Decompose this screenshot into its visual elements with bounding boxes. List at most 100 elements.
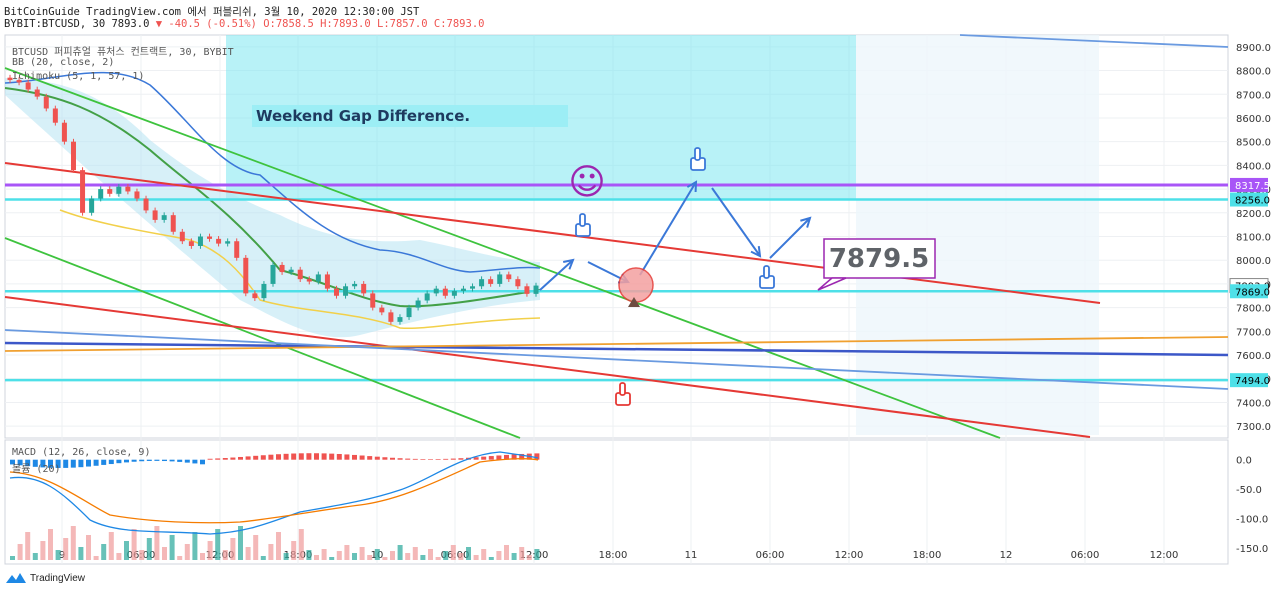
bb-lower-line [59,209,541,330]
price-badge-label: 8317.5 [1235,181,1270,192]
macd-histogram-bar [116,459,122,464]
macd-histogram-bar [298,453,304,460]
volume-bar [458,553,464,560]
price-tick-label: 8100.0 [1236,233,1271,244]
volume-bar [215,529,221,560]
price-tick-label: 8000.0 [1236,256,1271,267]
volume-bar [169,535,175,560]
candle-body [343,286,349,296]
candle-body [143,198,149,211]
volume-bar [336,551,342,560]
macd-histogram-bar [329,453,335,460]
target-value: 7879.5 [829,244,929,274]
time-tick-label: 12:00 [520,550,549,561]
arrow-head [750,245,762,258]
volume-bar [154,526,160,560]
macd-histogram-bar [367,456,373,460]
macd-histogram-bar [200,459,205,465]
macd-histogram-bar [397,458,403,460]
legend-ichimoku: Ichimoku (5, 1, 57, 1) [12,71,145,82]
macd-histogram-bar [283,453,289,460]
volume-bar [177,556,183,560]
price-tick-label: 7400.0 [1236,398,1271,409]
volume-bar [496,551,502,560]
time-tick-label: 18:00 [913,550,942,561]
red-lower-trendline [4,296,1091,438]
volume-bar [374,549,380,560]
volume-bar [139,550,145,560]
volume-bar [25,532,31,560]
tradingview-logo[interactable]: TradingView [6,572,85,584]
volume-bar [162,547,167,560]
price-badge [1230,373,1268,388]
macd-histogram-bar [25,459,31,467]
macd-histogram-bar [260,455,266,460]
volume-bar [283,553,289,560]
candle-body [288,269,294,273]
green-upper-trendline [4,67,1001,439]
time-tick-label: 11 [685,550,698,561]
volume-bar [321,549,327,560]
volume-bar [48,529,53,560]
macd-histogram-bar [534,453,540,460]
macd-histogram-bar [428,459,433,460]
price-tick-label: 7700.0 [1236,327,1271,338]
macd-histogram-bar [139,459,145,462]
volume-bar [526,555,532,560]
candle-body [397,317,403,322]
candle-body [188,241,194,246]
hand-pointer-icon [759,265,775,289]
macd-histogram-bar [504,454,509,460]
macd-histogram-bar [390,457,395,460]
candle-body [333,288,339,296]
volume-bar [245,547,251,560]
candle-body [16,80,22,83]
price-badge [1230,177,1268,192]
candle-body [70,141,76,171]
candle-body [252,293,258,299]
hand-pointer-icon [690,147,706,171]
volume-bar [420,555,426,560]
time-tick-label: 12:00 [835,550,864,561]
trend-lines [4,34,1229,439]
candle-body [207,236,213,239]
price-tick-label: 8400.0 [1236,161,1271,172]
macd-histogram-bar [276,454,281,460]
macd-histogram-bar [86,459,91,467]
volume-bar [329,557,335,560]
macd-histogram-bar [450,458,456,460]
arrow-head [563,258,575,270]
macd-histogram-bar [435,459,441,460]
volume-bar [466,547,471,560]
candle-body [234,241,240,258]
macd-histogram-bar [352,454,357,460]
macd-histogram-bar [412,458,418,460]
candle-body [270,264,276,284]
candle-body [107,189,113,194]
candle-body [470,286,476,289]
price-tick-label: 8900.0 [1236,43,1271,54]
price-tick-label: 8500.0 [1236,138,1271,149]
volume-bar [124,541,129,560]
volume-bar [298,529,304,560]
candle-body [61,122,67,142]
price-badge-label: 7494.0 [1235,376,1270,387]
green-lower-trendline [4,237,521,439]
macd-histogram-bar [108,459,114,465]
macd-histogram-bar [473,457,479,460]
macd-histogram-bar [458,458,464,460]
hand-pointer-icon [615,382,631,406]
candle-body [406,307,412,318]
candle-body [315,274,321,282]
volume-bar [253,535,259,560]
macd-histogram-bar [306,453,312,460]
macd-histogram-bar [291,453,297,460]
macd-histogram-bar [162,459,167,462]
macd-histogram-bar [177,459,183,462]
candle-body [361,283,367,294]
volume-bar [268,544,274,560]
projection-arrows [539,147,812,406]
macd-histogram-bar [207,458,213,460]
price-badge [1230,192,1268,207]
